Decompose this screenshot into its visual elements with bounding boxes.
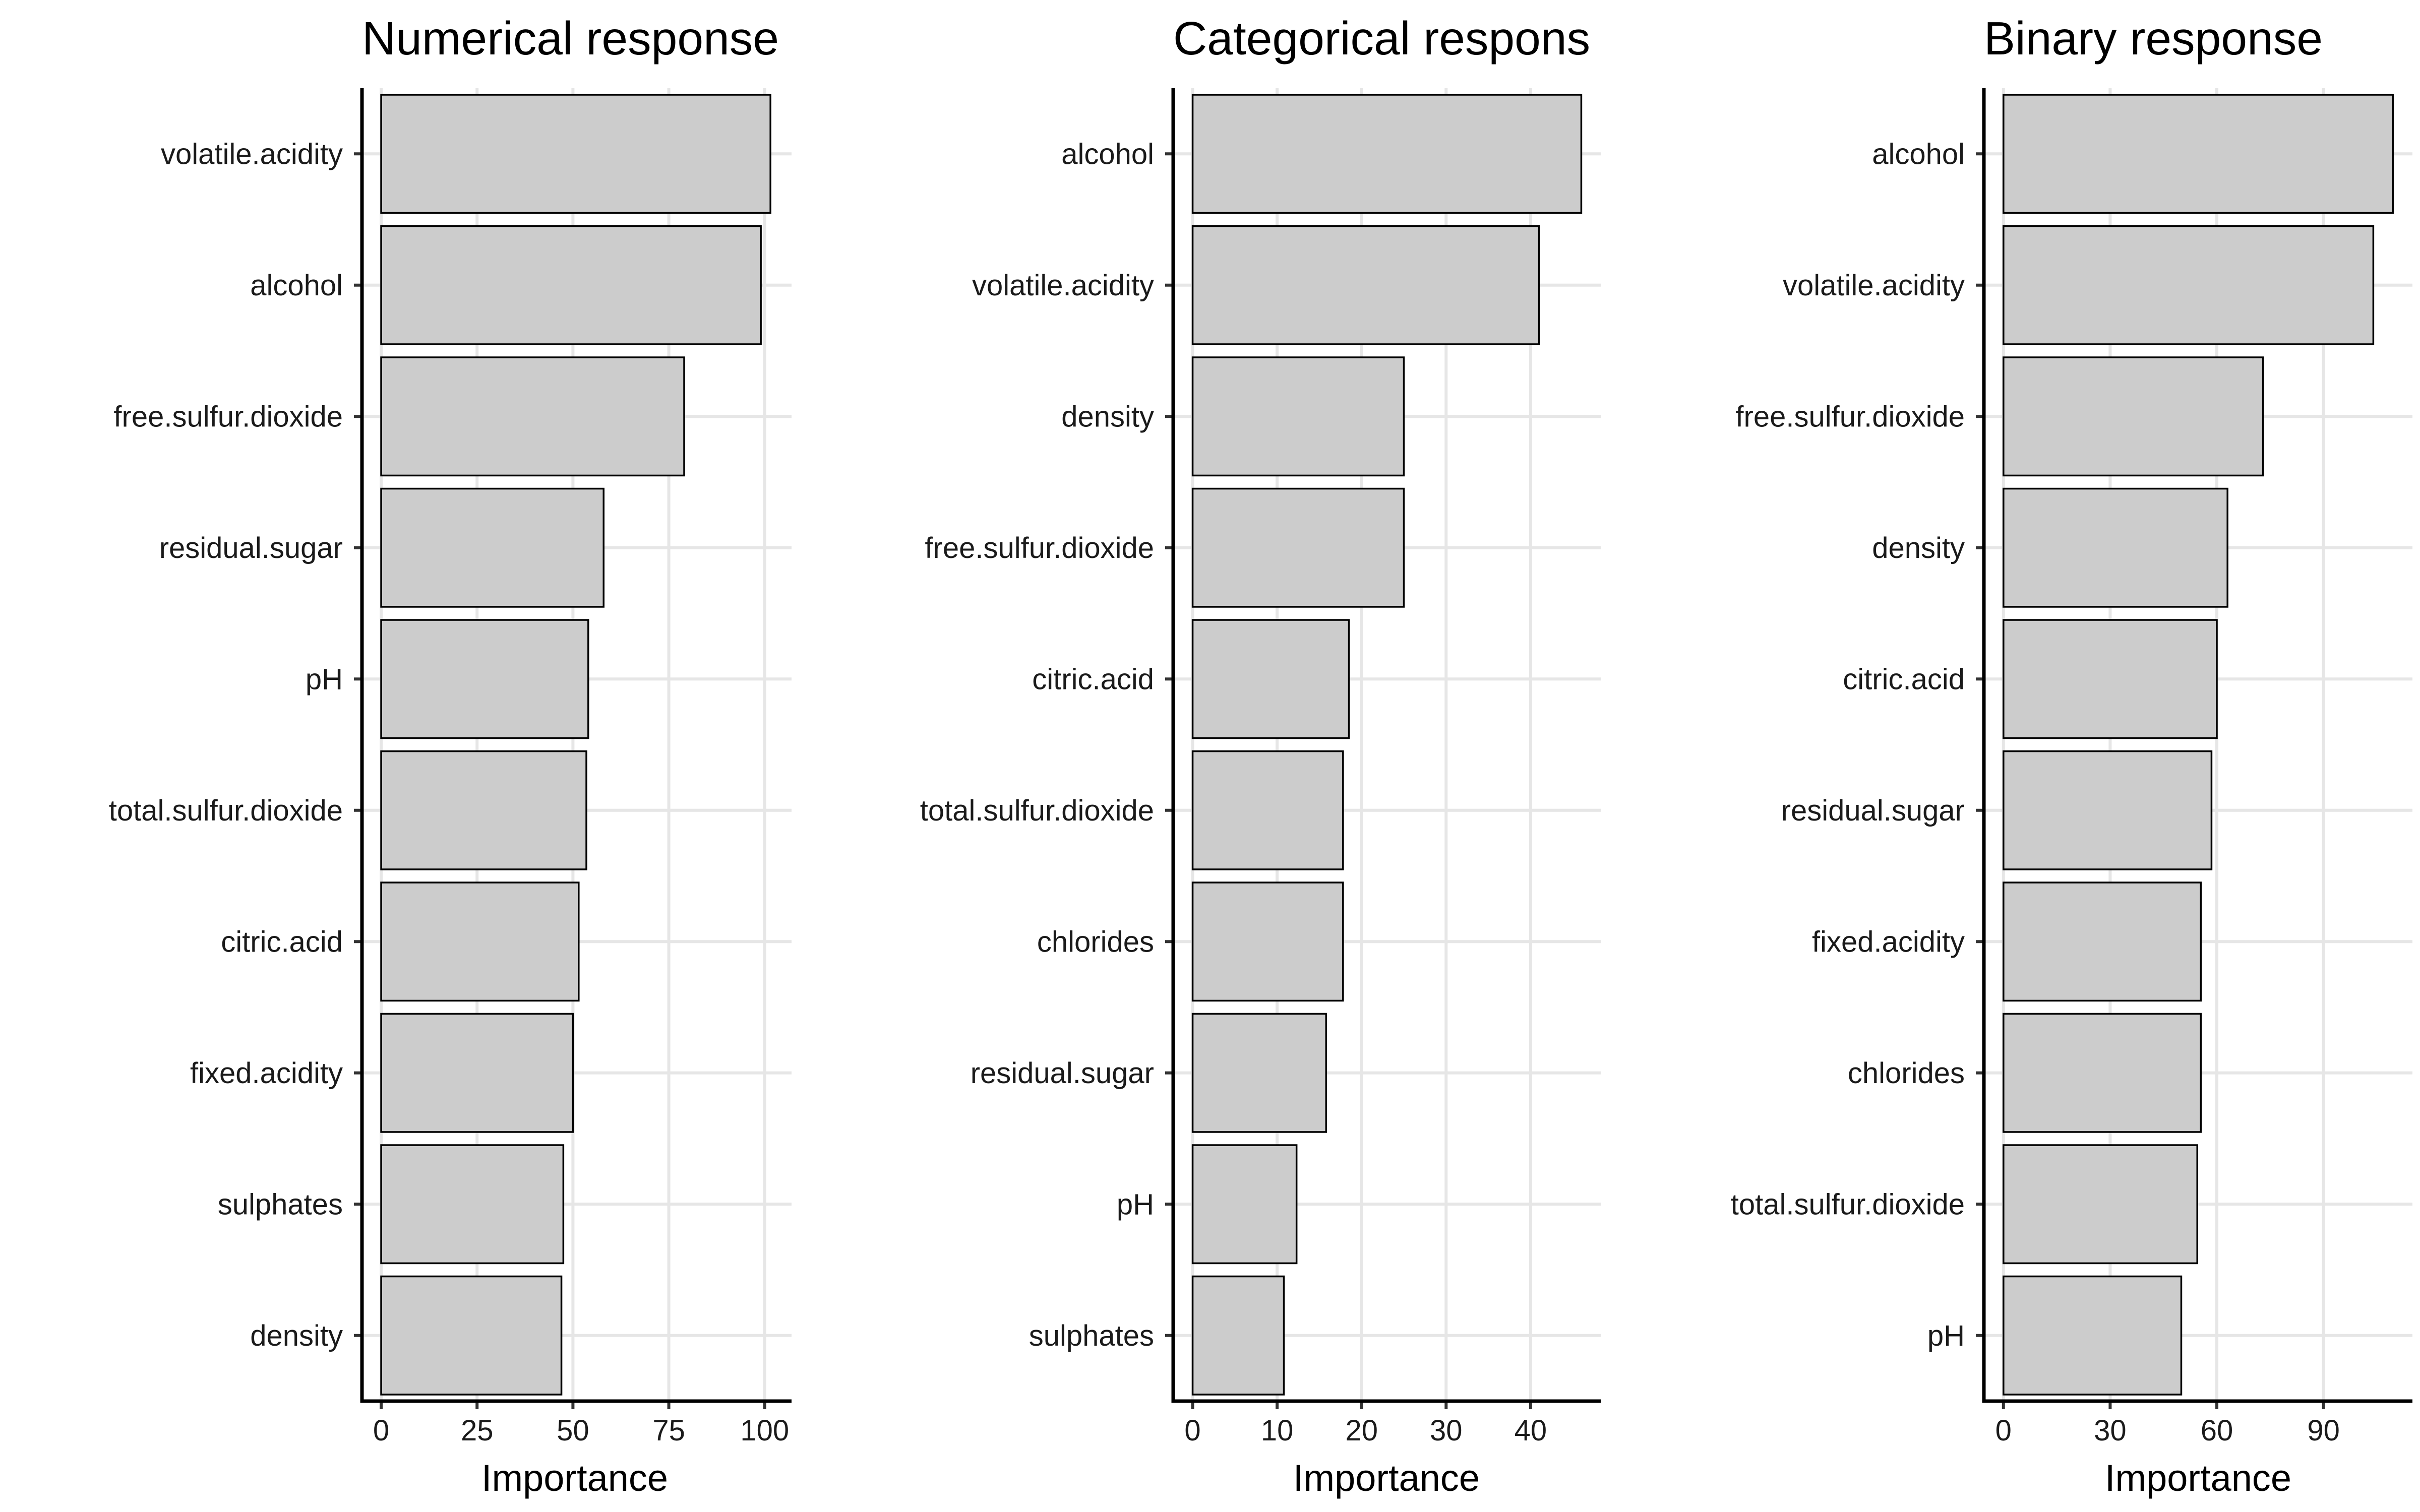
bar	[2003, 1144, 2198, 1265]
category-label: free.sulfur.dioxide	[113, 400, 343, 433]
bar	[380, 1144, 565, 1265]
axis-lines	[1171, 88, 1601, 1403]
bar	[380, 356, 685, 477]
x-axis-title: Importance	[1293, 1457, 1480, 1499]
bar	[1191, 1013, 1327, 1133]
category-label: residual.sugar	[159, 532, 343, 564]
bar	[380, 225, 762, 345]
category-label: total.sulfur.dioxide	[109, 794, 343, 827]
category-label: density	[1061, 400, 1154, 433]
panel-binary-response: Binary response alcohol volatile.acidity f…	[1731, 12, 2412, 1499]
category-label: pH	[1927, 1319, 1965, 1352]
bar	[1191, 356, 1405, 477]
axis-lines	[360, 88, 792, 1403]
bar	[380, 1013, 574, 1133]
category-label: fixed.acidity	[190, 1057, 343, 1090]
bar	[1191, 881, 1344, 1002]
category-label: density	[250, 1319, 343, 1352]
bar	[1191, 750, 1344, 870]
bar	[1191, 1144, 1298, 1265]
category-label: fixed.acidity	[1812, 925, 1965, 958]
category-label: free.sulfur.dioxide	[1735, 400, 1965, 433]
x-tick-label: 100	[740, 1414, 789, 1447]
category-label: sulphates	[1029, 1319, 1154, 1352]
panel-title: Numerical response	[362, 12, 779, 65]
bar	[380, 619, 589, 739]
bar	[2003, 225, 2375, 345]
bar	[2003, 487, 2228, 608]
x-tick-label: 75	[652, 1414, 685, 1447]
category-label: pH	[306, 663, 343, 696]
category-label: citric.acid	[1032, 663, 1154, 696]
bar	[1191, 225, 1540, 345]
axis-lines	[1982, 88, 2412, 1403]
bar	[2003, 750, 2213, 870]
x-tick-label: 40	[1515, 1414, 1547, 1447]
category-label: chlorides	[1037, 925, 1154, 958]
category-label: alcohol	[1061, 138, 1154, 170]
bar	[2003, 356, 2264, 477]
plot-area: alcohol volatile.acidity free.sulfur.dioxi…	[1731, 88, 2412, 1447]
category-label: volatile.acidity	[1783, 269, 1965, 302]
bar	[380, 750, 587, 870]
category-label: residual.sugar	[1781, 794, 1965, 827]
x-tick-label: 10	[1261, 1414, 1294, 1447]
panel-title: Binary response	[1984, 12, 2323, 65]
category-label: volatile.acidity	[161, 138, 343, 170]
category-label: citric.acid	[1843, 663, 1965, 696]
bar	[380, 1275, 563, 1396]
category-label: residual.sugar	[971, 1057, 1154, 1090]
category-label: sulphates	[218, 1188, 343, 1221]
category-label: total.sulfur.dioxide	[1731, 1188, 1965, 1221]
category-label: alcohol	[1872, 138, 1965, 170]
plot-area: volatile.acidity alcohol free.sulfur.dioxi…	[109, 88, 792, 1447]
plot-area: alcohol volatile.acidity density free.sulfu…	[920, 88, 1601, 1447]
x-tick-label: 50	[557, 1414, 589, 1447]
bar	[380, 94, 771, 214]
x-tick-label: 30	[1430, 1414, 1463, 1447]
bar	[380, 487, 604, 608]
category-label: density	[1872, 532, 1965, 564]
bar	[2003, 619, 2218, 739]
x-tick-label: 90	[2307, 1414, 2340, 1447]
category-label: chlorides	[1848, 1057, 1965, 1090]
category-label: total.sulfur.dioxide	[920, 794, 1154, 827]
x-tick-label: 20	[1345, 1414, 1378, 1447]
bar	[1191, 1275, 1285, 1396]
bar	[2003, 881, 2202, 1002]
bar	[380, 881, 580, 1002]
x-tick-label: 0	[1995, 1414, 2012, 1447]
category-label: volatile.acidity	[972, 269, 1154, 302]
panel-title: Categorical respons	[1173, 12, 1590, 65]
category-label: free.sulfur.dioxide	[925, 532, 1154, 564]
bar	[2003, 1275, 2183, 1396]
x-tick-label: 25	[461, 1414, 494, 1447]
x-tick-label: 0	[1184, 1414, 1200, 1447]
x-axis-title: Importance	[2105, 1457, 2291, 1499]
x-tick-label: 0	[373, 1414, 389, 1447]
x-axis-title: Importance	[481, 1457, 668, 1499]
bar	[1191, 619, 1350, 739]
x-tick-label: 60	[2201, 1414, 2233, 1447]
bar	[1191, 487, 1405, 608]
x-tick-label: 30	[2094, 1414, 2127, 1447]
panel-categorical-response: Categorical respons alcohol volatile.acid…	[920, 12, 1601, 1499]
panel-numerical-response: Numerical response volatile.acidity alcoh…	[109, 12, 792, 1499]
category-label: pH	[1117, 1188, 1154, 1221]
bar	[2003, 1013, 2202, 1133]
bar	[2003, 94, 2394, 214]
bar	[1191, 94, 1583, 214]
category-label: citric.acid	[221, 925, 343, 958]
category-label: alcohol	[250, 269, 343, 302]
